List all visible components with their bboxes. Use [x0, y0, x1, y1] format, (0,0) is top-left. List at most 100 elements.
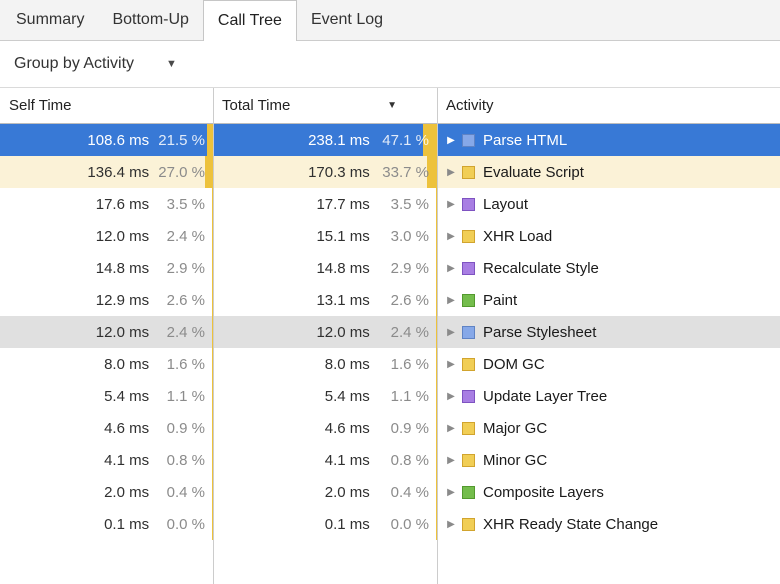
total-time-pct: 1.6 %: [390, 355, 429, 373]
table-row[interactable]: 108.6 ms 21.5 % 238.1 ms 47.1 % ▶ Parse …: [0, 124, 780, 156]
activity-category-icon: [462, 389, 475, 403]
disclosure-triangle-icon[interactable]: ▶: [447, 358, 455, 370]
self-time-pct: 3.5 %: [166, 195, 205, 213]
table-row[interactable]: 136.4 ms 27.0 % 170.3 ms 33.7 % ▶ Evalua…: [0, 156, 780, 188]
percent-bar: [435, 188, 437, 220]
total-time-ms: 4.1 ms: [324, 451, 370, 469]
self-time-pct: 27.0 %: [158, 163, 205, 181]
column-header-activity[interactable]: Activity: [437, 88, 780, 123]
total-time-pct: 0.4 %: [390, 483, 429, 501]
self-time-ms: 12.0 ms: [95, 323, 150, 341]
total-time-cell: 4.6 ms 0.9 %: [213, 412, 437, 444]
disclosure-triangle-icon[interactable]: ▶: [447, 294, 455, 306]
tab-summary[interactable]: Summary: [16, 11, 85, 28]
activity-cell: ▶ XHR Ready State Change: [437, 508, 780, 540]
table-row[interactable]: 17.6 ms 3.5 % 17.7 ms 3.5 % ▶ Layout: [0, 188, 780, 220]
activity-cell: ▶ Major GC: [437, 412, 780, 444]
total-time-ms: 15.1 ms: [316, 227, 370, 245]
percent-bar: [206, 124, 213, 156]
table-row[interactable]: 12.0 ms 2.4 % 12.0 ms 2.4 % ▶ Parse Styl…: [0, 316, 780, 348]
self-time-pct: 2.4 %: [166, 323, 205, 341]
tab-call-tree[interactable]: Call Tree: [202, 0, 297, 41]
activity-label: Parse HTML: [483, 131, 568, 149]
self-time-ms: 8.0 ms: [104, 355, 150, 373]
self-time-cell: 14.8 ms 2.9 %: [0, 252, 213, 284]
total-time-cell: 17.7 ms 3.5 %: [213, 188, 437, 220]
total-time-ms: 14.8 ms: [316, 259, 370, 277]
disclosure-triangle-icon[interactable]: ▶: [447, 518, 455, 530]
total-time-cell: 170.3 ms 33.7 %: [213, 156, 437, 188]
total-time-pct: 2.4 %: [390, 323, 429, 341]
total-time-ms: 12.0 ms: [316, 323, 370, 341]
table-row[interactable]: 0.1 ms 0.0 % 0.1 ms 0.0 % ▶ XHR Ready St…: [0, 508, 780, 540]
self-time-pct: 2.6 %: [166, 291, 205, 309]
self-time-ms: 136.4 ms: [87, 163, 150, 181]
self-time-pct: 21.5 %: [158, 131, 205, 149]
total-time-pct: 2.9 %: [390, 259, 429, 277]
tab-event-log[interactable]: Event Log: [310, 11, 384, 28]
activity-label: Recalculate Style: [483, 259, 599, 277]
column-resizer-self-total[interactable]: [213, 88, 214, 584]
self-time-cell: 17.6 ms 3.5 %: [0, 188, 213, 220]
total-time-cell: 5.4 ms 1.1 %: [213, 380, 437, 412]
disclosure-triangle-icon[interactable]: ▶: [447, 422, 455, 434]
percent-bar: [211, 380, 213, 412]
percent-bar: [435, 284, 437, 316]
percent-bar: [435, 252, 437, 284]
activity-cell: ▶ Parse Stylesheet: [437, 316, 780, 348]
total-time-cell: 15.1 ms 3.0 %: [213, 220, 437, 252]
activity-label: Evaluate Script: [483, 163, 584, 181]
activity-cell: ▶ Update Layer Tree: [437, 380, 780, 412]
column-header-self-time[interactable]: Self Time: [0, 88, 213, 123]
disclosure-triangle-icon[interactable]: ▶: [447, 390, 455, 402]
self-time-cell: 5.4 ms 1.1 %: [0, 380, 213, 412]
disclosure-triangle-icon[interactable]: ▶: [447, 134, 455, 146]
activity-category-icon: [462, 293, 475, 307]
percent-bar: [435, 348, 437, 380]
activity-cell: ▶ Composite Layers: [437, 476, 780, 508]
column-resizer-total-activity[interactable]: [437, 88, 438, 584]
activity-label: XHR Ready State Change: [483, 515, 659, 533]
self-time-ms: 12.0 ms: [95, 227, 150, 245]
table-row[interactable]: 8.0 ms 1.6 % 8.0 ms 1.6 % ▶ DOM GC: [0, 348, 780, 380]
self-time-ms: 4.6 ms: [104, 419, 150, 437]
activity-label: Composite Layers: [483, 483, 604, 501]
disclosure-triangle-icon[interactable]: ▶: [447, 166, 455, 178]
table-row[interactable]: 12.0 ms 2.4 % 15.1 ms 3.0 % ▶ XHR Load: [0, 220, 780, 252]
table-row[interactable]: 4.6 ms 0.9 % 4.6 ms 0.9 % ▶ Major GC: [0, 412, 780, 444]
group-by-selected-value: Group by Activity: [14, 55, 135, 72]
disclosure-triangle-icon[interactable]: ▶: [447, 486, 455, 498]
table-row[interactable]: 2.0 ms 0.4 % 2.0 ms 0.4 % ▶ Composite La…: [0, 476, 780, 508]
total-time-cell: 8.0 ms 1.6 %: [213, 348, 437, 380]
table-row[interactable]: 12.9 ms 2.6 % 13.1 ms 2.6 % ▶ Paint: [0, 284, 780, 316]
total-time-ms: 2.0 ms: [324, 483, 370, 501]
self-time-ms: 2.0 ms: [104, 483, 150, 501]
disclosure-triangle-icon[interactable]: ▶: [447, 326, 455, 338]
group-by-select[interactable]: Group by Activity ▼: [14, 55, 177, 73]
table-row[interactable]: 4.1 ms 0.8 % 4.1 ms 0.8 % ▶ Minor GC: [0, 444, 780, 476]
disclosure-triangle-icon[interactable]: ▶: [447, 230, 455, 242]
activity-cell: ▶ Minor GC: [437, 444, 780, 476]
percent-bar: [211, 508, 213, 540]
self-time-ms: 0.1 ms: [104, 515, 150, 533]
table-row[interactable]: 14.8 ms 2.9 % 14.8 ms 2.9 % ▶ Recalculat…: [0, 252, 780, 284]
activity-label: XHR Load: [483, 227, 553, 245]
activity-cell: ▶ XHR Load: [437, 220, 780, 252]
self-time-cell: 136.4 ms 27.0 %: [0, 156, 213, 188]
activity-category-icon: [462, 485, 475, 499]
column-header-total-time[interactable]: Total Time ▼: [213, 88, 437, 123]
self-time-pct: 0.8 %: [166, 451, 205, 469]
percent-bar: [435, 220, 437, 252]
self-time-cell: 4.1 ms 0.8 %: [0, 444, 213, 476]
total-time-cell: 0.1 ms 0.0 %: [213, 508, 437, 540]
percent-bar: [211, 476, 213, 508]
disclosure-triangle-icon[interactable]: ▶: [447, 454, 455, 466]
percent-bar: [426, 156, 437, 188]
disclosure-triangle-icon[interactable]: ▶: [447, 198, 455, 210]
total-time-ms: 17.7 ms: [316, 195, 370, 213]
self-time-ms: 5.4 ms: [104, 387, 150, 405]
table-row[interactable]: 5.4 ms 1.1 % 5.4 ms 1.1 % ▶ Update Layer…: [0, 380, 780, 412]
disclosure-triangle-icon[interactable]: ▶: [447, 262, 455, 274]
tab-bottom-up[interactable]: Bottom-Up: [112, 11, 189, 28]
percent-bar: [435, 412, 437, 444]
